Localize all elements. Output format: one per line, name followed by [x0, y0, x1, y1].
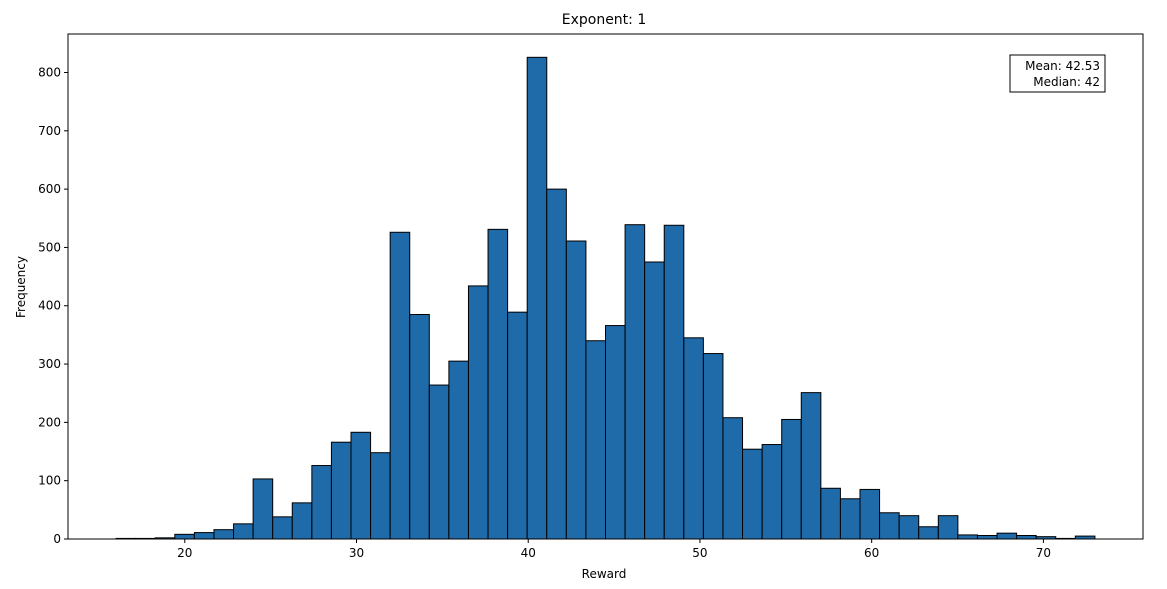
- y-tick-label: 800: [38, 65, 61, 79]
- histogram-bar: [467, 285, 489, 540]
- histogram-bar: [585, 340, 607, 540]
- y-tick-label: 200: [38, 415, 61, 429]
- median-text: Median: 42: [1033, 75, 1100, 89]
- histogram-bar: [859, 488, 881, 540]
- histogram-bar: [428, 384, 450, 540]
- histogram-bar: [761, 444, 783, 540]
- histogram-bar: [272, 516, 293, 540]
- histogram-bar: [937, 515, 959, 540]
- x-tick-label: 70: [1036, 546, 1051, 560]
- histogram-bar: [448, 360, 469, 540]
- histogram-bar: [311, 465, 332, 540]
- histogram-bar: [507, 311, 528, 540]
- histogram-bar: [722, 417, 744, 540]
- x-tick-label: 50: [692, 546, 707, 560]
- histogram-bar: [233, 523, 254, 540]
- histogram-bar: [174, 533, 195, 540]
- histogram-bar: [605, 325, 626, 540]
- bars-group: [115, 56, 1096, 540]
- y-tick-label: 0: [53, 532, 61, 546]
- histogram-bar: [879, 512, 900, 540]
- y-tick-label: 300: [38, 357, 61, 371]
- histogram-bar: [839, 498, 861, 540]
- histogram-bar: [546, 188, 567, 540]
- y-axis-label: Frequency: [14, 256, 28, 318]
- chart-title: Exponent: 1: [562, 12, 647, 28]
- histogram-bar: [487, 228, 509, 540]
- y-tick-label: 400: [38, 299, 61, 313]
- histogram-bar: [526, 56, 548, 540]
- histogram-bar: [350, 431, 372, 540]
- y-axis-ticks: 0 100 200 300 400 500 600 700 800: [38, 65, 68, 546]
- histogram-bar: [781, 418, 802, 540]
- y-tick-label: 700: [38, 124, 61, 138]
- histogram-bar: [918, 526, 939, 540]
- histogram-bar: [820, 487, 841, 540]
- histogram-bar: [291, 502, 313, 540]
- histogram-bar: [370, 452, 391, 540]
- histogram-bar: [389, 231, 411, 540]
- histogram-bar: [742, 448, 763, 540]
- x-tick-label: 20: [177, 546, 192, 560]
- histogram-bar: [1016, 535, 1037, 540]
- y-tick-label: 600: [38, 182, 61, 196]
- mean-text: Mean: 42.53: [1025, 59, 1100, 73]
- histogram-bar: [409, 313, 430, 540]
- histogram-bar: [702, 353, 724, 540]
- histogram-bar: [213, 529, 235, 540]
- x-tick-label: 60: [864, 546, 879, 560]
- plot-frame: [67, 33, 1144, 540]
- histogram-bar: [800, 392, 822, 540]
- histogram-bar: [193, 532, 215, 540]
- x-axis-ticks: 20 30 40 50 60 70: [177, 539, 1051, 560]
- histogram-bar: [683, 337, 704, 540]
- histogram-bar: [898, 515, 920, 540]
- x-axis-label: Reward: [582, 567, 627, 581]
- histogram-bar: [565, 240, 587, 540]
- x-tick-label: 30: [349, 546, 364, 560]
- histogram-bar: [624, 224, 646, 540]
- histogram-bar: [957, 534, 978, 540]
- stats-box: Mean: 42.53 Median: 42: [1009, 54, 1106, 93]
- histogram-bar: [252, 478, 274, 540]
- stats-box-frame: [1009, 54, 1106, 93]
- histogram-bar: [644, 261, 665, 540]
- histogram-bar: [976, 535, 998, 540]
- y-tick-label: 100: [38, 474, 61, 488]
- histogram-bar: [330, 441, 352, 540]
- y-tick-label: 500: [38, 240, 61, 254]
- histogram-bar: [663, 224, 685, 540]
- histogram-bar: [996, 532, 1018, 540]
- x-tick-label: 40: [521, 546, 536, 560]
